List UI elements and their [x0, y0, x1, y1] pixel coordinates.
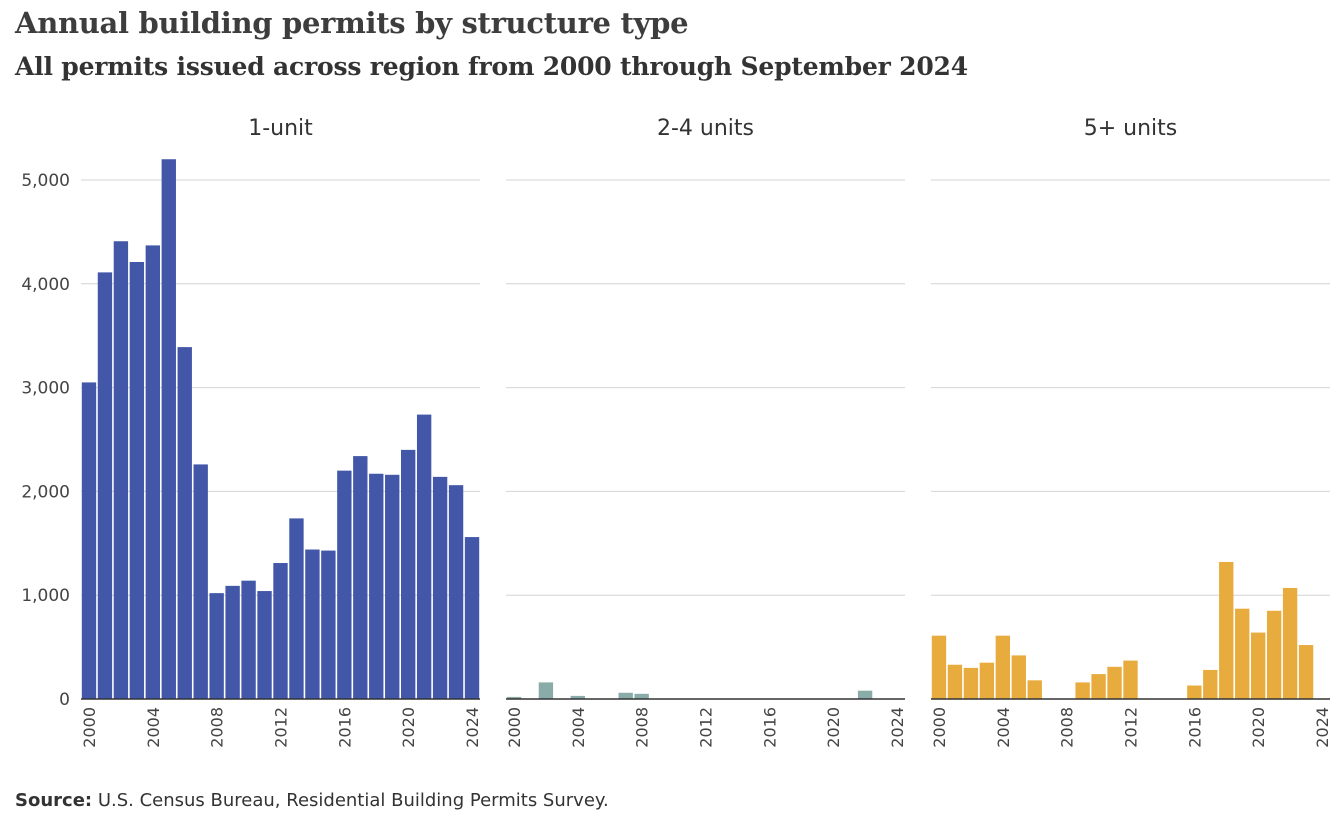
x-tick-label: 2012 — [697, 707, 716, 748]
source-note: Source: U.S. Census Bureau, Residential … — [15, 790, 609, 811]
bar — [81, 382, 97, 699]
bar — [353, 456, 368, 699]
bar — [289, 518, 304, 699]
x-tick-label: 2020 — [1249, 707, 1268, 748]
bar — [385, 474, 400, 699]
bar — [857, 690, 873, 699]
bar — [257, 591, 272, 699]
x-tick-label: 2016 — [335, 707, 354, 748]
bar — [305, 549, 320, 699]
source-label: Source: — [15, 790, 93, 811]
bar — [634, 693, 649, 699]
panel-title: 1-unit — [248, 116, 313, 141]
bar — [401, 449, 416, 699]
bar — [979, 662, 995, 699]
y-tick-label: 1,000 — [21, 586, 70, 606]
x-tick-label: 2000 — [930, 707, 949, 748]
x-tick-label: 2008 — [208, 707, 227, 748]
bar — [113, 241, 129, 699]
bar — [506, 696, 522, 699]
bar — [337, 470, 352, 699]
panel-title: 2-4 units — [657, 116, 754, 141]
bar — [995, 635, 1010, 699]
bar — [1219, 561, 1234, 699]
panel-2-4-units: 2-4 units 2000 2004 2008 2012 2016 2020 2024 — [505, 116, 907, 748]
x-tick-label: 2020 — [824, 707, 843, 748]
bar — [209, 593, 224, 699]
bar — [1123, 660, 1138, 699]
x-tick-label: 2024 — [888, 707, 907, 748]
x-tick-label: 2004 — [144, 707, 163, 748]
y-tick-label: 4,000 — [21, 275, 70, 295]
source-text: U.S. Census Bureau, Residential Building… — [92, 790, 609, 811]
bar — [1187, 685, 1202, 699]
bar — [1107, 666, 1122, 699]
x-tick-label: 2020 — [399, 707, 418, 748]
bar — [161, 159, 176, 700]
x-tick-label: 2004 — [569, 707, 588, 748]
bar — [1266, 610, 1282, 699]
bar — [448, 485, 464, 699]
bar — [1235, 608, 1250, 699]
bar — [931, 635, 947, 699]
bar — [1298, 645, 1314, 699]
bar — [193, 464, 208, 699]
bar — [97, 272, 113, 699]
panel-1-unit: 1-unit 2000 2004 2008 2012 2016 2020 2024 — [80, 116, 482, 748]
bar — [416, 414, 432, 699]
bar — [1027, 680, 1042, 699]
bar — [963, 667, 979, 699]
x-tick-label: 2008 — [1058, 707, 1077, 748]
bar — [369, 473, 384, 699]
bar — [145, 245, 160, 700]
chart-subtitle: All permits issued across region from 20… — [15, 52, 968, 81]
bar — [129, 262, 145, 699]
bar — [1011, 655, 1026, 699]
bar — [1075, 682, 1090, 699]
bar — [1251, 632, 1266, 699]
panel-title: 5+ units — [1084, 116, 1178, 141]
bar — [432, 476, 448, 699]
x-tick-label: 2004 — [994, 707, 1013, 748]
y-tick-label: 3,000 — [21, 379, 70, 399]
bar — [618, 692, 633, 699]
y-tick-label: 2,000 — [21, 482, 70, 502]
x-tick-label: 2000 — [505, 707, 524, 748]
x-tick-label: 2000 — [80, 707, 99, 748]
panel-5-units: 5+ units 2000 2004 2008 2012 2016 2020 2024 — [930, 116, 1332, 748]
bar — [1203, 669, 1218, 699]
chart-title: Annual building permits by structure typ… — [15, 6, 689, 40]
bar — [570, 695, 585, 699]
bar — [1091, 674, 1106, 699]
bar — [464, 537, 480, 699]
x-tick-label: 2016 — [1185, 707, 1204, 748]
bar — [177, 347, 192, 699]
y-tick-label: 5,000 — [21, 171, 70, 191]
x-tick-label: 2024 — [1313, 707, 1332, 748]
bar — [273, 563, 288, 699]
bar — [1282, 587, 1298, 699]
y-tick-label: 0 — [59, 690, 70, 710]
x-tick-label: 2024 — [463, 707, 482, 748]
bar — [538, 682, 554, 699]
x-tick-label: 2012 — [1122, 707, 1141, 748]
x-tick-label: 2008 — [633, 707, 652, 748]
x-tick-label: 2012 — [272, 707, 291, 748]
bar — [947, 664, 963, 699]
bar — [241, 580, 256, 699]
x-tick-label: 2016 — [760, 707, 779, 748]
bar — [321, 550, 336, 699]
bar — [225, 585, 240, 699]
